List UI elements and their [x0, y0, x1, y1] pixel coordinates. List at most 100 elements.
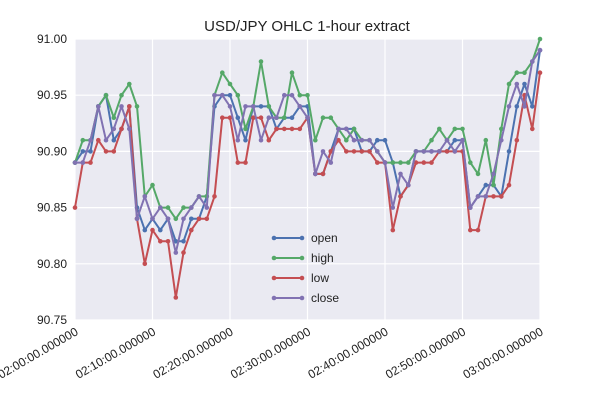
data-point-open: [514, 104, 520, 109]
data-point-open: [382, 137, 388, 143]
data-point-open: [375, 137, 380, 143]
data-point-close: [320, 149, 326, 154]
data-point-low: [111, 149, 117, 154]
data-point-close: [204, 205, 210, 210]
data-point-high: [437, 126, 442, 132]
data-point-close: [375, 149, 380, 154]
data-point-close: [514, 81, 520, 87]
data-point-open: [88, 149, 93, 154]
data-point-close: [173, 250, 179, 255]
data-point-low: [243, 160, 248, 165]
data-point-low: [367, 149, 372, 154]
legend-marker-high: [299, 255, 305, 261]
data-point-open: [158, 227, 163, 233]
data-point-close: [390, 205, 396, 210]
data-point-close: [359, 137, 365, 143]
x-tick-label: 02:40:00.000000: [305, 324, 390, 381]
data-point-close: [336, 126, 341, 132]
legend-marker-low: [271, 275, 277, 281]
data-point-close: [344, 126, 349, 132]
data-point-high: [514, 70, 520, 75]
data-point-high: [305, 92, 310, 98]
data-point-high: [313, 137, 318, 143]
data-point-close: [274, 115, 279, 120]
series-close: [72, 47, 543, 255]
data-point-low: [320, 171, 326, 177]
data-point-high: [134, 104, 140, 109]
data-point-low: [421, 160, 427, 165]
data-point-open: [258, 104, 264, 109]
data-point-open: [181, 239, 186, 244]
data-point-high: [491, 182, 496, 188]
data-point-low: [514, 137, 520, 143]
x-tick-label: 02:50:00.000000: [383, 324, 468, 381]
data-point-high: [165, 205, 171, 210]
data-point-low: [336, 137, 341, 143]
data-point-high: [227, 81, 233, 87]
x-tick-label: 02:00:00.000000: [0, 324, 81, 381]
data-point-close: [483, 194, 489, 199]
data-point-close: [413, 149, 419, 154]
data-point-low: [398, 194, 403, 199]
data-point-high: [243, 126, 248, 132]
data-point-low: [142, 261, 148, 267]
data-point-low: [444, 149, 450, 154]
data-point-low: [165, 239, 171, 244]
data-point-close: [235, 137, 241, 143]
data-point-low: [173, 295, 179, 300]
data-point-close: [134, 216, 140, 222]
data-point-low: [119, 126, 124, 132]
legend-marker-low: [299, 275, 305, 281]
data-point-open: [452, 137, 458, 143]
data-point-close: [96, 104, 101, 109]
data-point-close: [522, 104, 527, 109]
data-point-low: [127, 104, 132, 109]
data-point-close: [305, 115, 310, 120]
data-point-low: [274, 126, 279, 132]
data-point-close: [103, 137, 109, 143]
data-point-close: [313, 171, 318, 177]
data-point-close: [165, 216, 171, 222]
data-point-low: [181, 250, 186, 255]
y-axis: 90.75 90.80 90.85 90.90 90.95 91.00: [37, 32, 67, 327]
data-point-close: [289, 92, 295, 98]
legend-label-close: close: [311, 291, 339, 305]
data-point-close: [111, 126, 117, 132]
data-point-low: [266, 137, 272, 143]
data-point-close: [437, 149, 442, 154]
legend-label-high: high: [311, 251, 334, 265]
data-point-low: [289, 126, 295, 132]
data-point-high: [429, 137, 434, 143]
data-point-high: [522, 70, 527, 75]
data-point-close: [181, 216, 186, 222]
y-tick-label: 90.95: [37, 88, 67, 102]
data-point-low: [537, 70, 543, 75]
data-point-open: [227, 92, 233, 98]
data-point-close: [282, 92, 287, 98]
data-point-high: [328, 115, 334, 120]
y-tick-label: 90.85: [37, 201, 67, 215]
data-point-high: [483, 137, 489, 143]
data-point-low: [150, 227, 155, 233]
data-point-close: [421, 149, 427, 154]
y-tick-label: 90.80: [37, 257, 67, 271]
data-point-open: [506, 149, 512, 154]
x-axis: 02:00:00.00000002:10:00.00000002:20:00.0…: [0, 324, 546, 381]
data-point-high: [258, 59, 264, 64]
data-point-close: [468, 205, 473, 210]
data-point-close: [460, 137, 465, 143]
legend-marker-high: [271, 255, 277, 261]
data-point-close: [429, 149, 434, 154]
x-tick-label: 02:20:00.000000: [150, 324, 235, 381]
data-point-close: [266, 115, 272, 120]
data-point-high: [119, 92, 124, 98]
data-point-high: [282, 115, 287, 120]
data-point-low: [390, 227, 396, 233]
data-point-close: [382, 160, 388, 165]
data-point-low: [204, 216, 210, 222]
data-point-low: [282, 126, 287, 132]
data-point-high: [111, 115, 117, 120]
data-point-low: [88, 160, 93, 165]
data-point-low: [158, 239, 163, 244]
data-point-close: [475, 194, 481, 199]
